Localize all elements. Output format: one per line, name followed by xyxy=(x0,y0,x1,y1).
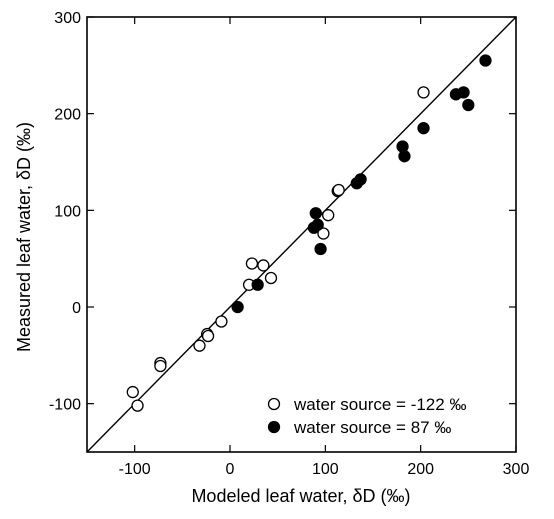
legend-label-filled: water source = 87 ‰ xyxy=(293,418,451,437)
x-tick-label: 300 xyxy=(503,461,530,478)
data-point-filled xyxy=(354,173,367,186)
data-point-open xyxy=(332,183,345,197)
data-point-open xyxy=(131,399,144,412)
data-point-filled xyxy=(309,207,322,220)
data-point-open xyxy=(193,339,206,352)
legend-marker-filled xyxy=(267,420,281,434)
y-tick-label: 100 xyxy=(54,203,81,220)
axis-ticks: -100 0 100 200 300 -100 0 100 200 300 xyxy=(49,10,529,478)
y-tick-label: -100 xyxy=(49,397,81,414)
data-point-open xyxy=(154,359,167,373)
data-point-filled xyxy=(231,300,244,314)
y-tick-label: 200 xyxy=(54,107,81,124)
y-tick-label: 0 xyxy=(72,300,81,317)
data-point-open xyxy=(257,259,270,272)
data-point-open xyxy=(126,385,139,399)
data-point-open xyxy=(215,315,228,328)
data-point-filled xyxy=(398,150,411,163)
y-tick-label: 300 xyxy=(54,10,81,27)
data-point-open xyxy=(417,86,430,99)
data-point-filled xyxy=(311,218,324,231)
data-point-filled xyxy=(251,278,264,291)
data-point-open xyxy=(317,227,330,240)
data-point-open xyxy=(201,329,215,343)
x-tick-label: 200 xyxy=(407,461,434,478)
data-point-filled xyxy=(479,54,492,67)
plot-area xyxy=(86,16,517,453)
data-points xyxy=(126,54,492,412)
x-axis-label: Modeled leaf water, δD (‰) xyxy=(191,486,410,506)
x-tick-label: 0 xyxy=(226,461,235,478)
legend: water source = -122 ‰ water source = 87 … xyxy=(267,395,466,437)
x-tick-label: -100 xyxy=(119,461,151,478)
one-to-one-line xyxy=(86,16,517,453)
x-tick-label: 100 xyxy=(312,461,339,478)
y-axis-label: Measured leaf water, δD (‰) xyxy=(14,122,34,352)
data-point-open xyxy=(264,271,278,285)
legend-marker-open xyxy=(267,397,281,411)
data-point-open xyxy=(322,209,335,222)
data-point-filled xyxy=(314,242,327,256)
data-point-filled xyxy=(462,98,475,112)
data-point-open xyxy=(245,257,259,270)
legend-label-open: water source = -122 ‰ xyxy=(293,395,466,414)
data-point-filled xyxy=(457,86,470,99)
data-point-filled xyxy=(417,122,430,135)
plot-frame xyxy=(86,16,517,453)
